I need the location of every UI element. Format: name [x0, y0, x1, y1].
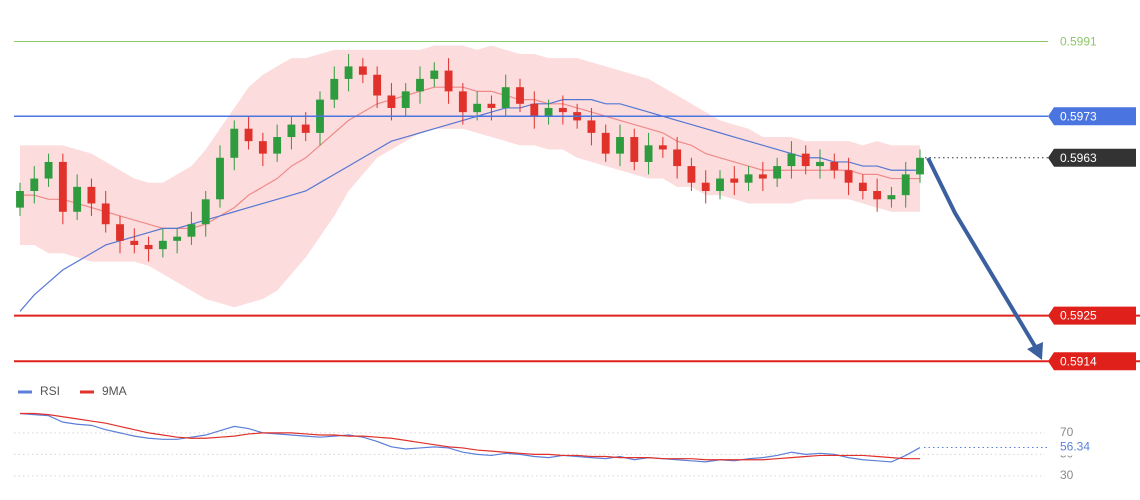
level-label: 0.5914 — [1060, 354, 1097, 368]
rsi-layer: 305070RSI9MA56.34 — [14, 384, 1100, 482]
candle-body — [730, 178, 739, 183]
candle-body — [716, 178, 724, 191]
candle-body — [73, 186, 82, 212]
level-label-box — [1048, 107, 1136, 126]
candle-body — [787, 153, 796, 167]
candle-body — [16, 191, 24, 208]
arrow-head — [1027, 342, 1043, 360]
candle-body — [616, 137, 624, 154]
moving-average — [19, 99, 920, 312]
candle-body — [830, 161, 839, 171]
level-label: 0.5973 — [1060, 109, 1097, 123]
candle-body — [601, 132, 610, 154]
candle-body — [673, 149, 682, 167]
candle-body — [430, 70, 439, 79]
candle-body — [87, 186, 96, 204]
indicator-line — [19, 412, 921, 463]
candle-body — [701, 182, 710, 191]
level-label: 0.5991 — [1060, 35, 1097, 49]
candle-body — [58, 161, 67, 212]
candle-body — [816, 161, 824, 167]
candle-body — [344, 66, 353, 79]
candle-body — [187, 224, 196, 237]
level-label-box — [1048, 352, 1136, 371]
candle-body — [387, 95, 396, 108]
candle-body — [758, 174, 767, 179]
candle-body — [501, 87, 510, 108]
candle-body — [230, 128, 239, 158]
candle-body — [587, 120, 596, 133]
candle-body — [558, 107, 567, 113]
candle-body — [273, 137, 282, 154]
candle-body — [30, 178, 39, 191]
candle-body — [544, 107, 553, 117]
candle-body — [244, 128, 253, 142]
legend-label: RSI — [40, 384, 60, 398]
candle-body — [773, 166, 782, 179]
candle-body — [401, 91, 410, 108]
candle-body — [873, 191, 882, 200]
candle-body — [301, 124, 310, 133]
candle-body — [116, 224, 124, 241]
candle-body — [858, 182, 867, 191]
candle-body — [644, 145, 653, 162]
level-label: 0.5963 — [1060, 151, 1097, 165]
candle-body — [216, 157, 224, 200]
candle-body — [173, 236, 182, 241]
candle-body — [444, 70, 453, 92]
candle-body — [516, 87, 524, 104]
candle-body — [844, 170, 853, 183]
candle-body — [630, 137, 639, 162]
candle-body — [487, 103, 496, 108]
candle-body — [144, 244, 153, 250]
candle-body — [887, 195, 896, 200]
bollinger-band — [20, 45, 920, 308]
forecast-arrow — [926, 157, 1043, 360]
candle-body — [373, 74, 382, 96]
candle-body — [658, 145, 667, 150]
level-label-box — [1048, 306, 1136, 325]
band-layer — [20, 45, 920, 308]
indicator-line — [20, 412, 920, 461]
candle-body — [801, 153, 810, 167]
candle-body — [44, 161, 53, 179]
candle-body — [416, 78, 424, 92]
arrow-line — [926, 157, 1038, 350]
candle-body — [130, 240, 139, 245]
candle-body — [530, 103, 539, 117]
y-tick-label: 70 — [1060, 425, 1074, 439]
level-label-box — [1048, 148, 1136, 167]
candle-body — [201, 199, 210, 225]
candle-body — [916, 157, 924, 175]
candle-body — [287, 124, 296, 138]
legend-label: 9MA — [102, 384, 127, 398]
candle-body — [687, 166, 696, 183]
candle-body — [158, 240, 167, 250]
level-label: 0.5925 — [1060, 309, 1097, 323]
y-tick-label: 30 — [1060, 468, 1074, 482]
level-layer: 0.5991 0.5973 0.5963 0.5925 0.5914 — [14, 35, 1140, 371]
candle-body — [744, 174, 753, 183]
line-layer — [19, 86, 920, 312]
candle-layer — [16, 53, 924, 262]
current-value-bg — [1056, 439, 1100, 456]
candle-body — [258, 141, 267, 154]
candle-body — [473, 103, 482, 113]
candle-body — [358, 66, 367, 75]
candle-body — [458, 91, 467, 113]
candle-body — [330, 78, 339, 100]
current-value-label: 56.34 — [1060, 440, 1090, 454]
candle-body — [901, 174, 910, 196]
candle-body — [101, 203, 110, 225]
